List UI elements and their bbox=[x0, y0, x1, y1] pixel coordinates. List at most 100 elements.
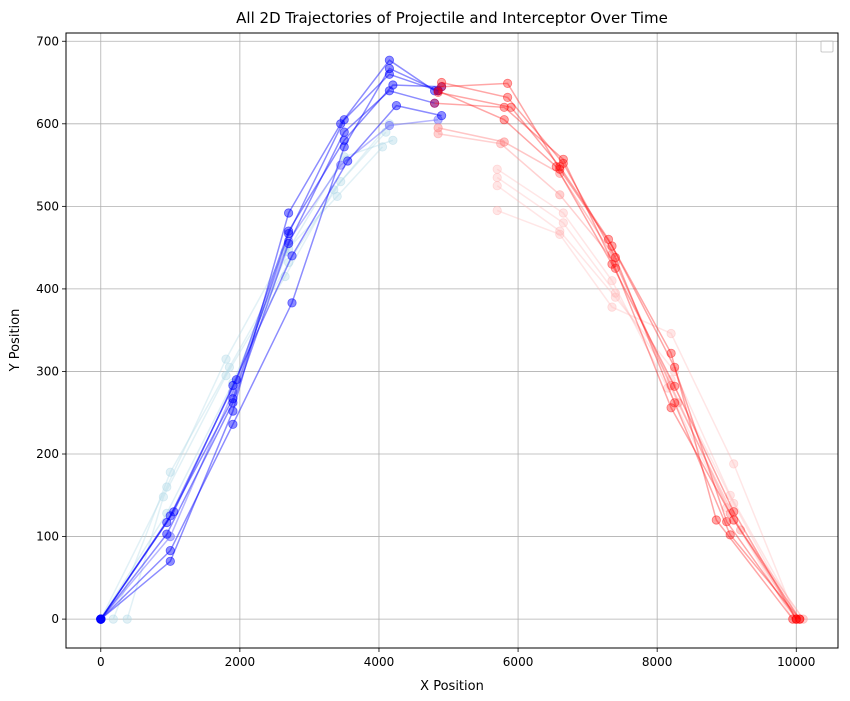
projectile-trajectory-line bbox=[496, 176, 797, 620]
projectile-trajectory-point bbox=[788, 614, 798, 624]
projectile-trajectory-line bbox=[441, 81, 801, 620]
projectile-trajectory-point bbox=[492, 164, 502, 174]
projectile-trajectory-point bbox=[502, 78, 513, 89]
interceptor-trajectory-point bbox=[221, 370, 231, 381]
interceptor-trajectory-point bbox=[436, 82, 447, 92]
interceptor-trajectory-point bbox=[287, 251, 297, 261]
projectile-trajectory-point bbox=[673, 398, 683, 408]
projectile-trajectory-point bbox=[555, 190, 565, 200]
interceptor-trajectory bbox=[96, 80, 447, 624]
projectile-trajectory-point bbox=[555, 164, 565, 174]
projectile-trajectory-point bbox=[610, 252, 621, 263]
y-tick-label: 500 bbox=[36, 199, 59, 213]
interceptor-trajectory-point bbox=[280, 271, 290, 282]
interceptor-trajectory-point bbox=[122, 614, 132, 624]
projectile-trajectory-point bbox=[722, 503, 732, 513]
y-tick-label: 600 bbox=[36, 117, 59, 131]
projectile-trajectory-point bbox=[607, 249, 617, 259]
interceptor-trajectory-point bbox=[429, 86, 440, 96]
interceptor-trajectory-point bbox=[228, 406, 238, 416]
projectile-trajectory-point bbox=[499, 137, 509, 147]
projectile-trajectory-point bbox=[791, 614, 801, 624]
interceptor-trajectory-point bbox=[162, 529, 172, 539]
interceptor-trajectory-point bbox=[339, 142, 349, 152]
projectile-trajectory-point bbox=[725, 490, 735, 500]
interceptor-trajectory-point bbox=[336, 160, 346, 170]
interceptor-trajectory-point bbox=[332, 191, 342, 201]
x-tick-label: 10000 bbox=[777, 655, 815, 669]
projectile-trajectory-point bbox=[555, 229, 565, 239]
interceptor-trajectory-line bbox=[100, 84, 442, 620]
projectile-trajectory-point bbox=[555, 168, 565, 178]
projectile-trajectory-line bbox=[437, 127, 797, 620]
projectile-trajectory-point bbox=[610, 292, 621, 302]
projectile-trajectory-point bbox=[666, 348, 676, 358]
projectile-trajectory-line bbox=[437, 90, 797, 620]
interceptor-trajectory bbox=[96, 69, 443, 624]
projectile-trajectory-point bbox=[506, 102, 516, 112]
interceptor-trajectory-point bbox=[158, 492, 168, 502]
interceptor-trajectory-point bbox=[283, 229, 294, 239]
projectile-trajectory-point bbox=[607, 276, 617, 286]
projectile-trajectory-point bbox=[558, 154, 568, 164]
interceptor-trajectory-point bbox=[329, 185, 339, 195]
interceptor-trajectory-point bbox=[108, 614, 118, 624]
projectile-trajectory bbox=[436, 78, 801, 624]
interceptor-trajectory-line bbox=[126, 123, 390, 620]
projectile-trajectory-point bbox=[433, 86, 443, 96]
projectile-trajectory-line bbox=[437, 132, 804, 620]
projectile-trajectory-point bbox=[729, 459, 739, 469]
interceptor-trajectory-point bbox=[165, 467, 175, 477]
interceptor-trajectory-point bbox=[228, 380, 238, 391]
y-tick-label: 400 bbox=[36, 282, 59, 296]
projectile-trajectory-point bbox=[791, 614, 801, 624]
interceptor-trajectory bbox=[96, 101, 447, 624]
projectile-trajectory-point bbox=[725, 530, 735, 540]
y-tick-label: 0 bbox=[51, 612, 59, 626]
series-layer bbox=[96, 55, 808, 624]
projectile-trajectory-point bbox=[558, 208, 568, 218]
projectile-trajectory-point bbox=[729, 507, 739, 517]
projectile-trajectory-point bbox=[433, 87, 443, 98]
projectile-trajectory-point bbox=[610, 263, 621, 273]
x-tick-label: 0 bbox=[97, 655, 105, 669]
y-tick-label: 100 bbox=[36, 530, 59, 544]
projectile-trajectory bbox=[433, 123, 801, 624]
projectile-trajectory-point bbox=[795, 614, 805, 624]
projectile-trajectory-point bbox=[607, 302, 617, 312]
interceptor-trajectory-point bbox=[221, 354, 231, 364]
projectile-trajectory-line bbox=[496, 168, 794, 620]
projectile-trajectory-point bbox=[492, 205, 502, 216]
projectile-trajectory-point bbox=[798, 614, 808, 624]
projectile-trajectory-point bbox=[558, 218, 568, 228]
grid bbox=[66, 33, 838, 648]
projectile-trajectory-point bbox=[729, 515, 739, 525]
projectile-trajectory-point bbox=[666, 403, 676, 413]
interceptor-trajectory-line bbox=[100, 59, 436, 620]
chart-title: All 2D Trajectories of Projectile and In… bbox=[236, 9, 668, 27]
interceptor-trajectory-point bbox=[388, 80, 398, 90]
x-tick-label: 4000 bbox=[364, 655, 395, 669]
x-tick-label: 6000 bbox=[503, 655, 534, 669]
projectile-trajectory-point bbox=[666, 380, 676, 391]
projectile-trajectory-point bbox=[669, 398, 680, 408]
interceptor-trajectory-point bbox=[339, 127, 349, 137]
projectile-trajectory-point bbox=[669, 381, 680, 391]
projectile-trajectory-point bbox=[669, 362, 680, 372]
projectile-trajectory-point bbox=[436, 77, 447, 88]
legend-swatch-empty bbox=[820, 40, 834, 53]
interceptor-trajectory-line bbox=[100, 73, 439, 620]
projectile-trajectory-point bbox=[729, 498, 739, 509]
projectile-trajectory-point bbox=[607, 241, 617, 251]
interceptor-trajectory-point bbox=[384, 55, 394, 65]
projectile-trajectory-line bbox=[496, 185, 801, 620]
y-tick-label: 700 bbox=[36, 34, 59, 48]
projectile-trajectory-point bbox=[711, 515, 721, 525]
interceptor-trajectory-point bbox=[283, 238, 294, 249]
projectile-trajectory-point bbox=[610, 288, 621, 298]
interceptor-trajectory-point bbox=[96, 614, 106, 624]
projectile-trajectory-line bbox=[434, 102, 801, 620]
x-tick-label: 8000 bbox=[642, 655, 673, 669]
projectile-trajectory-point bbox=[555, 226, 565, 236]
